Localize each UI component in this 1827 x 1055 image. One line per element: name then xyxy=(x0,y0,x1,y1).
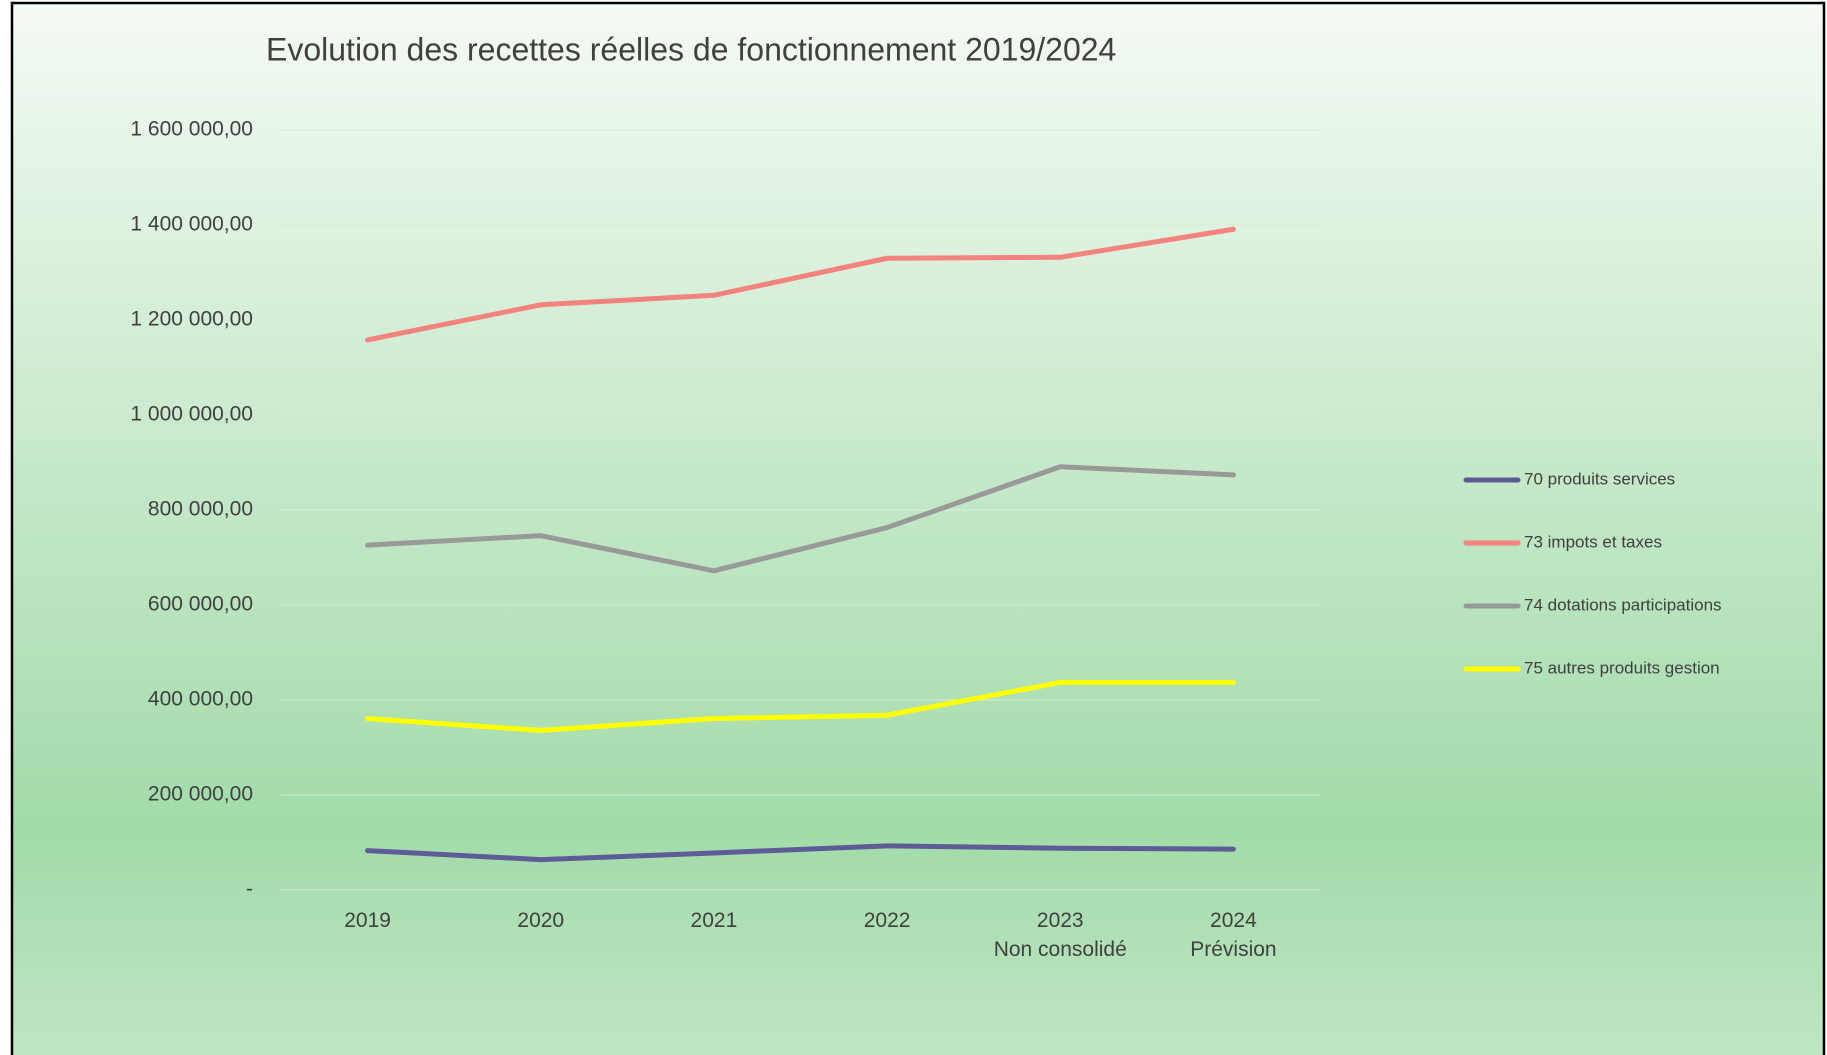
y-tick-label: 1 600 000,00 xyxy=(130,118,253,141)
series-line xyxy=(365,843,1236,863)
x-tick-label: 2019 xyxy=(344,909,391,932)
series-line xyxy=(365,226,1236,343)
x-tick-label: 2024 Prévision xyxy=(1190,909,1276,961)
legend-label: 73 impots et taxes xyxy=(1524,532,1662,551)
x-tick-label: 2023 Non consolidé xyxy=(994,909,1127,961)
x-tick-label: 2022 xyxy=(864,909,911,932)
y-tick-label: - xyxy=(246,878,253,901)
legend-label: 74 dotations participations xyxy=(1524,595,1722,614)
y-tick-label: 1 000 000,00 xyxy=(130,403,253,426)
series-line xyxy=(365,464,1236,574)
y-tick-label: 600 000,00 xyxy=(148,593,253,616)
chart-area xyxy=(10,1,1826,1055)
legend-label: 75 autres produits gestion xyxy=(1524,658,1720,677)
x-tick-label: 2021 xyxy=(691,909,738,932)
legend-label: 70 produits services xyxy=(1524,469,1675,488)
series-line xyxy=(365,679,1236,733)
y-tick-label: 400 000,00 xyxy=(148,688,253,711)
chart-title: Evolution des recettes réelles de foncti… xyxy=(266,31,1116,67)
y-tick-label: 200 000,00 xyxy=(148,783,253,806)
y-tick-label: 800 000,00 xyxy=(148,498,253,521)
y-tick-label: 1 200 000,00 xyxy=(130,308,253,331)
x-tick-label: 2020 xyxy=(517,909,564,932)
y-tick-label: 1 400 000,00 xyxy=(130,213,253,236)
